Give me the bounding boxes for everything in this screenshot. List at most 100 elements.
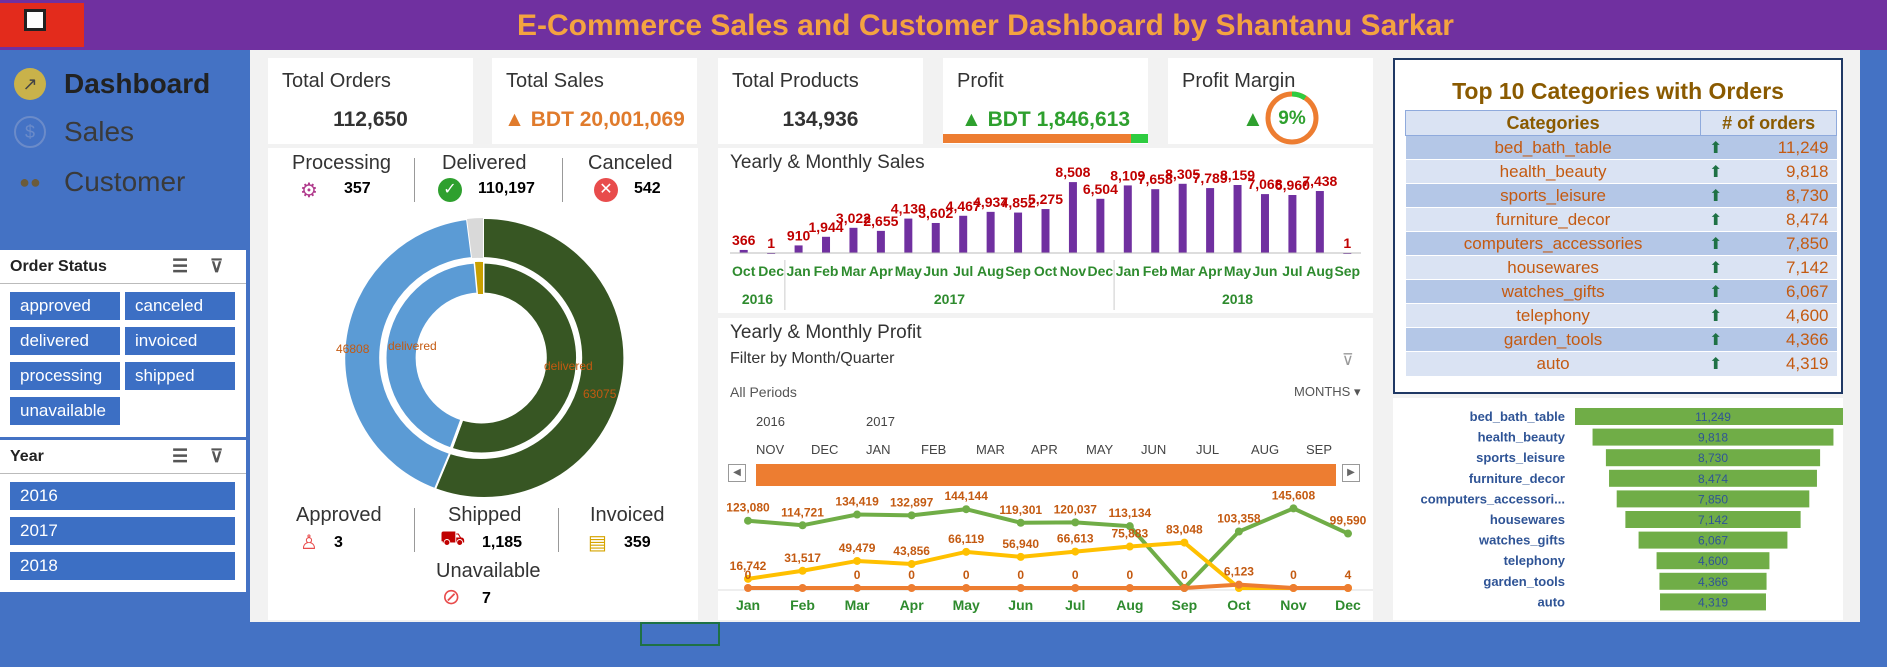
year-header: Year ☰ ⊽ — [0, 440, 246, 474]
up-arrow-icon: ⬆ — [1700, 207, 1731, 232]
table-row: health_beauty ⬆ 9,818 — [1405, 159, 1837, 184]
table-row: sports_leisure ⬆ 8,730 — [1405, 183, 1837, 208]
category-cell: watches_gifts — [1405, 279, 1701, 304]
timeline-month[interactable]: MAR — [976, 442, 1005, 457]
nav-sales-label: Sales — [64, 116, 135, 147]
slicer-2018[interactable]: 2018 — [10, 552, 235, 580]
timeline-month[interactable]: DEC — [811, 442, 839, 457]
truck-icon: ⛟ — [440, 528, 466, 550]
sales-month-label: Aug — [1306, 263, 1333, 279]
sales-month-label: Feb — [1143, 263, 1168, 279]
category-cell: telephony — [1405, 303, 1701, 328]
slicer-approved[interactable]: approved — [10, 292, 120, 320]
sales-month-label: Feb — [814, 263, 839, 279]
kpi-value: 9% — [1278, 108, 1306, 129]
sales-month-label: Sep — [1334, 263, 1360, 279]
funnel-value: 8,730 — [1698, 451, 1728, 465]
multiselect-icon[interactable]: ☰ — [172, 446, 189, 466]
clear-filter-icon[interactable]: ⊽ — [210, 446, 224, 466]
divider — [558, 508, 559, 552]
profit-month-label: Sep — [1172, 597, 1198, 613]
sales-bar — [1178, 183, 1187, 253]
category-cell: auto — [1405, 351, 1701, 376]
delivered-label: Delivered — [442, 152, 527, 174]
slicer-2017[interactable]: 2017 — [10, 517, 235, 545]
funnel-value: 4,319 — [1698, 595, 1728, 609]
sales-month-label: Oct — [1034, 263, 1058, 279]
sales-month-label: Apr — [1198, 263, 1223, 279]
timeline-month[interactable]: FEB — [921, 442, 947, 457]
slicer-canceled[interactable]: canceled — [125, 292, 235, 320]
timeline-month[interactable]: MAY — [1086, 442, 1114, 457]
orders-cell: 7,142 — [1730, 255, 1837, 280]
profit-point — [798, 521, 807, 530]
up-arrow-icon: ⬆ — [1700, 303, 1731, 328]
funnel-label: telephony — [1504, 553, 1566, 568]
nav-sales[interactable]: $ Sales — [14, 116, 134, 148]
multiselect-icon[interactable]: ☰ — [172, 256, 189, 276]
timeline-month[interactable]: AUG — [1251, 442, 1280, 457]
categories-funnel: 11,249 bed_bath_table 9,818 health_beauty 8,… — [1393, 398, 1851, 620]
profit-point — [1180, 538, 1189, 547]
slicer-delivered[interactable]: delivered — [10, 327, 120, 355]
timeline-month[interactable]: APR — [1031, 442, 1058, 457]
timeline-month[interactable]: JUL — [1196, 442, 1220, 457]
dollar-icon: $ — [14, 116, 46, 148]
timeline-month[interactable]: NOV — [756, 442, 785, 457]
profit-series-line — [748, 582, 1349, 591]
profit-data-label: 0 — [1072, 568, 1079, 582]
profit-month-label: Nov — [1280, 597, 1307, 613]
clear-filter-icon[interactable]: ⊽ — [210, 256, 224, 276]
profit-series-line — [747, 506, 1349, 591]
sales-year-label: 2016 — [742, 291, 773, 307]
nav-customer[interactable]: ●● Customer — [14, 166, 185, 198]
year-title: Year — [10, 447, 44, 465]
timeline-scroll-right[interactable]: ▶ — [1342, 464, 1360, 482]
profit-point — [907, 560, 916, 569]
slicer-invoiced[interactable]: invoiced — [125, 327, 235, 355]
slicer-unavailable[interactable]: unavailable — [10, 397, 120, 425]
profit-point — [1289, 504, 1298, 513]
clear-filter-icon[interactable]: ⊽ — [1342, 352, 1354, 369]
kpi-label: Total Sales — [506, 70, 604, 92]
sales-month-label: Aug — [977, 263, 1004, 279]
timeline-unit-dropdown[interactable]: MONTHS ▾ — [1294, 384, 1361, 399]
sales-data-label: 7,438 — [1302, 173, 1337, 189]
slicer-shipped[interactable]: shipped — [125, 362, 235, 390]
timeline-periods: All Periods — [730, 384, 797, 400]
profit-month-label: Dec — [1335, 597, 1361, 613]
donut-label: delivered — [388, 339, 437, 353]
slicer-2016[interactable]: 2016 — [10, 482, 235, 510]
nav-dashboard-label: Dashboard — [64, 68, 211, 99]
up-arrow-icon: ⬆ — [1700, 231, 1731, 256]
profit-point — [1071, 518, 1080, 527]
timeline-month[interactable]: JAN — [866, 442, 891, 457]
canceled-value: 542 — [634, 180, 661, 197]
profit-data-label: 144,144 — [944, 489, 988, 503]
sales-data-label: 1 — [1343, 235, 1351, 251]
nav-dashboard[interactable]: ↗ Dashboard — [14, 68, 210, 100]
profit-point — [798, 584, 807, 592]
profit-point — [1234, 580, 1243, 589]
profit-point — [744, 516, 752, 525]
timeline-bar[interactable] — [756, 464, 1336, 486]
selected-cell[interactable] — [640, 622, 720, 646]
profit-data-label: 99,590 — [1330, 514, 1367, 528]
sales-bar — [1123, 185, 1132, 253]
cancel-icon: ✕ — [594, 178, 618, 202]
slicer-processing[interactable]: processing — [10, 362, 120, 390]
sales-bar — [931, 222, 940, 253]
unavailable-label: Unavailable — [436, 560, 541, 582]
funnel-bar — [1592, 428, 1834, 446]
shipped-value: 1,185 — [482, 534, 523, 551]
timeline-month[interactable]: SEP — [1306, 442, 1333, 457]
sales-data-label: 3,022 — [836, 210, 871, 226]
profit-data-label: 0 — [1126, 568, 1133, 582]
kpi-total-sales: Total Sales ▲ BDT 20,001,069 — [492, 58, 697, 144]
kpi-total-products: Total Products 134,936 — [718, 58, 923, 144]
invoiced-value: 359 — [624, 534, 651, 551]
timeline-scroll-left[interactable]: ◀ — [728, 464, 746, 482]
profit-chart-title: Yearly & Monthly Profit — [730, 322, 922, 343]
timeline-month[interactable]: JUN — [1141, 442, 1167, 457]
profit-point — [744, 584, 752, 592]
